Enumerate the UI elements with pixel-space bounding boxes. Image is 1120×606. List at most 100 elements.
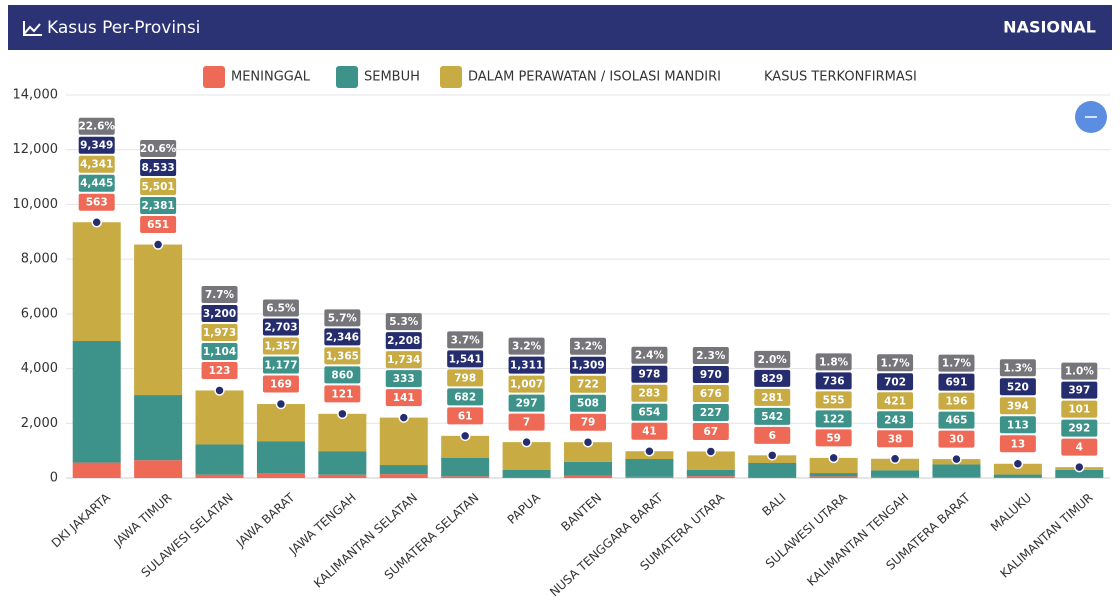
data-label: 59 (826, 432, 841, 444)
data-label: 6.5% (266, 303, 296, 315)
data-label: 654 (638, 407, 660, 419)
total-dot (215, 386, 224, 395)
x-tick-label: PAPUA (505, 490, 544, 527)
data-label: 978 (638, 369, 660, 381)
data-label: 2,208 (387, 335, 420, 347)
data-label: 38 (888, 433, 903, 445)
data-label: 421 (884, 395, 906, 407)
y-tick-label: 4,000 (21, 361, 58, 376)
data-label: 508 (577, 398, 599, 410)
data-label: 121 (331, 388, 353, 400)
data-label: 292 (1068, 423, 1090, 435)
bar-segment (257, 404, 305, 441)
legend-swatch (440, 66, 462, 88)
bar-segment (196, 390, 244, 444)
data-label: 542 (761, 411, 783, 423)
data-label: 101 (1068, 404, 1090, 416)
data-label: 1.8% (819, 356, 849, 368)
x-tick-label: KALIMANTAN TENGAH (804, 490, 911, 588)
data-label: 20.6% (140, 143, 177, 155)
bar-segment (564, 462, 612, 476)
data-label: 123 (209, 365, 231, 377)
bar-segment (871, 477, 919, 478)
total-dot (338, 409, 347, 418)
data-label: 141 (393, 392, 415, 404)
x-tick-label: JAWA TIMUR (111, 490, 175, 550)
data-label: 9,349 (80, 140, 113, 152)
data-label: 1,365 (326, 350, 359, 362)
bar-segment (318, 451, 366, 475)
total-dot (1013, 459, 1022, 468)
data-label: 702 (884, 376, 906, 388)
data-label: 860 (331, 369, 353, 381)
data-label: 2.4% (635, 350, 665, 362)
data-label: 1,357 (264, 341, 297, 353)
data-label: 113 (1007, 419, 1029, 431)
data-label: 41 (642, 426, 657, 438)
data-label: 722 (577, 379, 599, 391)
total-dot (154, 240, 163, 249)
data-label: 1,973 (203, 327, 236, 339)
data-label: 970 (700, 369, 722, 381)
collapse-button[interactable] (1075, 101, 1107, 133)
data-label: 1,311 (510, 360, 543, 372)
legend-swatch (336, 66, 358, 88)
data-label: 520 (1007, 381, 1029, 393)
data-label: 2,703 (264, 322, 297, 334)
data-label: 4,341 (80, 159, 113, 171)
y-tick-label: 8,000 (21, 252, 58, 267)
data-label: 281 (761, 392, 783, 404)
bar-segment (257, 473, 305, 478)
bar-segment (748, 463, 796, 478)
data-label: 8,533 (142, 162, 175, 174)
y-tick-label: 12,000 (13, 142, 59, 157)
legend-label: SEMBUH (364, 70, 420, 85)
data-label: 30 (949, 434, 964, 446)
data-label: 13 (1011, 438, 1026, 450)
data-label: 397 (1068, 385, 1090, 397)
total-dot (829, 453, 838, 462)
data-label: 5.7% (328, 312, 358, 324)
bar-segment (196, 444, 244, 474)
bar-segment (625, 459, 673, 477)
y-tick-label: 10,000 (13, 197, 59, 212)
data-label: 651 (147, 219, 169, 231)
data-label: 196 (946, 396, 968, 408)
data-label: 1,309 (571, 360, 604, 372)
bar-segment (318, 475, 366, 478)
x-tick-label: BANTEN (558, 490, 604, 533)
y-tick-label: 0 (50, 471, 58, 486)
y-tick-label: 14,000 (13, 88, 59, 103)
total-dot (399, 413, 408, 422)
data-label: 4,445 (80, 178, 113, 190)
total-dot (1075, 463, 1084, 472)
data-label: 3.2% (573, 341, 603, 353)
bar-segment (73, 463, 121, 478)
data-label: 67 (704, 426, 719, 438)
data-label: 1,541 (449, 353, 482, 365)
x-tick-label: KALIMANTAN SELATAN (311, 490, 420, 590)
data-label: 5.3% (389, 316, 419, 328)
total-dot (461, 431, 470, 440)
data-label: 4 (1076, 442, 1083, 454)
data-label: 1,177 (264, 360, 297, 372)
data-label: 1.7% (942, 358, 972, 370)
data-label: 736 (823, 375, 845, 387)
bar-segment (73, 341, 121, 463)
data-label: 829 (761, 373, 783, 385)
data-label: 3.2% (512, 341, 542, 353)
header-title: Kasus Per-Provinsi (47, 18, 200, 38)
data-label: 555 (823, 394, 845, 406)
data-label: 2,381 (142, 200, 175, 212)
bar-segment (810, 473, 858, 476)
total-dot (276, 400, 285, 409)
bar-segment (564, 476, 612, 478)
bar-segment (441, 458, 489, 477)
bar-segment (380, 418, 428, 465)
data-label: 563 (86, 197, 108, 209)
data-label: 1.0% (1065, 366, 1095, 378)
total-dot (768, 451, 777, 460)
data-label: 227 (700, 407, 722, 419)
x-tick-label: JAWA BARAT (233, 490, 298, 550)
